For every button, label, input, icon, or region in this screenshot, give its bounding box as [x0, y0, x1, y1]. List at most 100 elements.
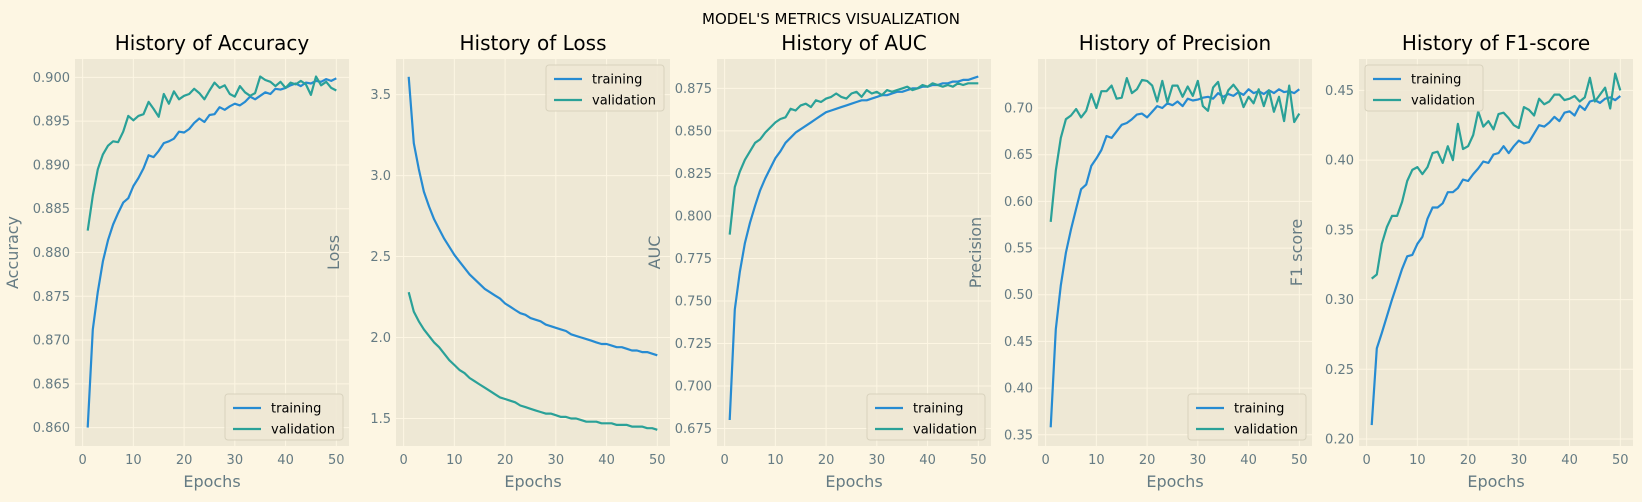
x-tick-label: 30: [548, 453, 565, 468]
legend-label-validation: validation: [592, 94, 656, 109]
x-axis-label: Epochs: [504, 472, 561, 491]
y-tick-label: 0.875: [33, 290, 70, 305]
x-axis-label: Epochs: [1467, 472, 1524, 491]
x-tick-label: 10: [125, 453, 142, 468]
x-tick-label: 40: [1561, 453, 1578, 468]
chart-panel-4: 0 10 20 30 40 50 0.35 0.40 0.45 0.50 0.55 0.60 0.65 0…: [966, 31, 1312, 491]
x-tick-label: 40: [277, 453, 294, 468]
x-tick-label: 10: [446, 453, 463, 468]
legend-label-validation: validation: [1234, 423, 1298, 438]
legend: training validation: [545, 64, 665, 112]
legend-label-training: training: [271, 402, 321, 417]
grid-lines: [717, 59, 991, 446]
y-tick-label: 0.870: [33, 334, 70, 349]
plot-area: [396, 59, 670, 446]
series-line-validation: [407, 291, 658, 431]
legend: training validation: [1364, 64, 1484, 112]
y-tick-label: 0.825: [675, 167, 712, 182]
plot-area: [1038, 59, 1312, 446]
x-tick-label: 20: [176, 453, 193, 468]
y-tick-label: 0.35: [1004, 428, 1033, 443]
legend-label-validation: validation: [271, 423, 335, 438]
x-tick-label: 0: [720, 453, 728, 468]
series-line-validation: [1049, 76, 1301, 223]
y-tick-label: 0.35: [1325, 223, 1354, 238]
y-tick-label: 1.5: [370, 412, 391, 427]
x-tick-label: 40: [1240, 453, 1257, 468]
series-line-training: [407, 76, 658, 357]
chart-title: History of Loss: [459, 31, 606, 55]
y-tick-label: 0.895: [33, 115, 70, 130]
y-tick-label: 0.875: [675, 82, 712, 97]
chart-panel-5: 0 10 20 30 40 50 0.20 0.25 0.30 0.35 0.40 0.45 Histo…: [1287, 31, 1633, 491]
y-tick-label: 0.55: [1004, 242, 1033, 257]
x-tick-label: 10: [1409, 453, 1426, 468]
y-tick-label: 0.850: [675, 124, 712, 139]
y-tick-label: 0.865: [33, 377, 70, 392]
x-tick-label: 30: [869, 453, 886, 468]
y-tick-label: 0.880: [33, 246, 70, 261]
x-axis-label: Epochs: [183, 472, 240, 491]
x-axis-label: Epochs: [825, 472, 882, 491]
x-tick-label: 50: [1291, 453, 1308, 468]
grid-lines: [396, 59, 670, 446]
y-tick-label: 0.725: [675, 337, 712, 352]
legend-label-training: training: [1234, 402, 1284, 417]
y-axis-label: Loss: [324, 235, 343, 270]
y-tick-label: 0.700: [675, 379, 712, 394]
x-tick-label: 30: [1511, 453, 1528, 468]
chart-panel-3: 0 10 20 30 40 50 0.675 0.700 0.725 0.750 0.775 0.80…: [645, 31, 991, 491]
y-tick-label: 0.65: [1004, 148, 1033, 163]
y-tick-label: 0.750: [675, 294, 712, 309]
y-tick-label: 0.40: [1004, 382, 1033, 397]
y-tick-label: 0.70: [1004, 102, 1033, 117]
legend: training validation: [224, 393, 344, 441]
plot-area: [717, 59, 991, 446]
y-tick-label: 0.900: [33, 71, 70, 86]
x-tick-label: 0: [399, 453, 407, 468]
legend-label-training: training: [913, 402, 963, 417]
legend: training validation: [1187, 393, 1307, 441]
chart-panel-2: 0 10 20 30 40 50 1.5 2.0 2.5 3.0 3.5 History of Los…: [324, 31, 670, 491]
figure-suptitle: MODEL'S METRICS VISUALIZATION: [702, 10, 960, 28]
x-tick-label: 50: [970, 453, 987, 468]
x-tick-label: 20: [1460, 453, 1477, 468]
x-tick-label: 30: [227, 453, 244, 468]
series-line-validation: [728, 82, 979, 235]
y-tick-label: 0.860: [33, 421, 70, 436]
y-tick-label: 0.30: [1325, 293, 1354, 308]
grid-lines: [1038, 59, 1312, 446]
y-tick-label: 0.50: [1004, 288, 1033, 303]
x-tick-label: 0: [78, 453, 86, 468]
legend-label-training: training: [592, 73, 642, 88]
x-tick-label: 50: [649, 453, 666, 468]
series-line-validation: [86, 75, 337, 231]
legend-label-validation: validation: [1411, 94, 1475, 109]
y-tick-label: 3.5: [370, 88, 391, 103]
grid-lines: [75, 59, 349, 446]
y-axis-label: AUC: [645, 236, 664, 270]
chart-title: History of Precision: [1079, 31, 1271, 55]
plot-area: [1359, 59, 1633, 446]
chart-panel-1: 0 10 20 30 40 50 0.860 0.865 0.870 0.875 0.880 0.88…: [3, 31, 349, 491]
x-tick-label: 20: [818, 453, 835, 468]
x-tick-label: 30: [1190, 453, 1207, 468]
y-tick-label: 0.60: [1004, 195, 1033, 210]
chart-title: History of Accuracy: [115, 31, 310, 55]
chart-title: History of AUC: [781, 31, 926, 55]
y-tick-label: 0.45: [1325, 84, 1354, 99]
x-axis-label: Epochs: [1146, 472, 1203, 491]
y-tick-label: 3.0: [370, 169, 391, 184]
x-tick-label: 40: [598, 453, 615, 468]
y-axis-label: Accuracy: [3, 216, 22, 289]
chart-title: History of F1-score: [1402, 31, 1590, 55]
y-tick-label: 2.0: [370, 331, 391, 346]
legend-label-training: training: [1411, 73, 1461, 88]
series-line-training: [1370, 95, 1621, 426]
y-tick-label: 0.675: [675, 422, 712, 437]
x-tick-label: 0: [1362, 453, 1370, 468]
x-tick-label: 40: [919, 453, 936, 468]
y-tick-label: 2.5: [370, 250, 391, 265]
y-axis-label: Precision: [966, 217, 985, 288]
